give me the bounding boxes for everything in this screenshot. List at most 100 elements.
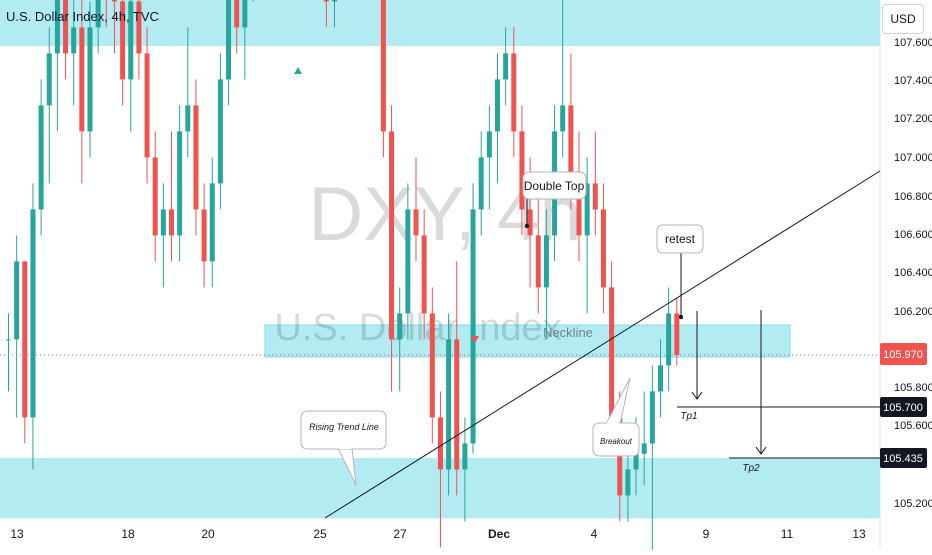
y-axis-tick-label: 105.800	[894, 382, 932, 394]
last-price-tag	[880, 343, 927, 365]
tp2-price-tag	[880, 448, 927, 468]
retest-dot	[678, 314, 684, 320]
candle-body	[641, 443, 647, 454]
candle-body	[560, 105, 566, 132]
candle-body	[511, 53, 517, 132]
candle-body	[658, 365, 663, 392]
y-axis-tick-label: 105.600	[894, 420, 932, 432]
candle-body	[234, 0, 240, 28]
candle-body	[63, 0, 69, 54]
y-axis-tick-label: 106.600	[894, 229, 932, 241]
candle-body	[71, 27, 77, 54]
y-axis-tick-label: 106.200	[894, 306, 932, 318]
candle-body	[201, 209, 207, 262]
tp1-arrow-head	[691, 391, 703, 400]
candle-body	[120, 1, 126, 80]
candle-body	[177, 131, 183, 236]
breakout-label: Breakout	[600, 437, 633, 446]
candle-body	[437, 417, 443, 470]
candle-body	[503, 53, 509, 80]
candle-body	[446, 339, 452, 470]
breakout-callout-tail	[605, 377, 631, 425]
x-axis-tick-label: 4	[591, 527, 598, 541]
x-axis-tick-label: 18	[121, 527, 135, 541]
y-axis-tick-label: 106.400	[894, 267, 932, 279]
candle-body	[429, 313, 435, 418]
y-axis-tick-label: 107.600	[894, 37, 932, 49]
candle-body	[478, 157, 484, 210]
neckline-label: Neckline	[543, 325, 593, 340]
candle-body	[87, 27, 93, 132]
x-axis-tick-label: 27	[393, 527, 407, 541]
candle-body	[600, 209, 606, 288]
candle-body	[625, 469, 631, 496]
double-top-label: Double Top	[524, 179, 585, 193]
rising-trend-line	[324, 170, 881, 519]
sell-marker	[471, 336, 479, 343]
x-axis-tick-label: 13	[852, 527, 866, 541]
candle-body	[242, 0, 248, 28]
candle-body	[217, 79, 223, 184]
candle-body	[495, 79, 500, 132]
y-axis-tick-label: 107.000	[894, 152, 932, 164]
x-axis-tick-label: Dec	[488, 527, 510, 541]
candle-body	[38, 105, 44, 210]
neckline-zone	[264, 324, 791, 358]
candle-body	[470, 209, 476, 444]
y-axis-tick-label: 107.200	[894, 113, 932, 125]
tp1-price-label: 105.700	[883, 402, 923, 414]
candle-body	[30, 209, 36, 418]
tp1-price-tag	[880, 397, 927, 417]
y-axis-tick-label: 107.400	[894, 75, 932, 87]
currency-button[interactable]: USD	[882, 4, 924, 34]
y-axis-tick-label: 105.200	[894, 498, 932, 510]
trend-line-label: Rising Trend Line	[309, 422, 379, 432]
candle-body	[609, 287, 615, 418]
candle-body	[519, 131, 525, 210]
y-axis-tick-label: 106.800	[894, 191, 932, 203]
last-price-label: 105.970	[883, 349, 923, 361]
candle-body	[185, 105, 191, 132]
candle-body	[674, 313, 680, 355]
tp2-price-label: 105.435	[883, 453, 923, 465]
candle-body	[79, 27, 85, 132]
candle-body	[649, 391, 655, 444]
candle-body	[462, 443, 468, 470]
retest-label: retest	[665, 232, 696, 246]
candle-body	[226, 0, 232, 80]
candle-body	[584, 183, 590, 236]
candle-body	[633, 453, 639, 470]
x-axis-tick-label: 11	[781, 527, 794, 541]
candle-body	[128, 1, 134, 80]
candle-body	[592, 183, 598, 210]
retest-box	[656, 224, 704, 254]
candle-body	[389, 131, 395, 340]
x-axis-tick-label: 9	[703, 527, 710, 541]
tp1-label: Tp1	[680, 411, 697, 422]
candle-body	[397, 313, 403, 340]
candle-body	[421, 235, 427, 314]
candle-body	[332, 0, 337, 2]
double-top-dot	[524, 223, 530, 229]
candle-body	[209, 183, 215, 262]
candle-body	[666, 313, 672, 366]
x-axis-tick-label: 20	[201, 527, 215, 541]
candle-body	[380, 0, 386, 132]
candle-body	[22, 261, 28, 418]
candle-body	[193, 105, 199, 210]
candle-body	[46, 53, 52, 106]
double-top-box	[522, 171, 587, 200]
chart-title: U.S. Dollar Index, 4h, TVC	[6, 9, 159, 24]
candle-body	[413, 209, 419, 236]
candle-body	[169, 209, 174, 236]
candle-body	[111, 0, 117, 2]
x-axis-tick-label: 13	[10, 527, 24, 541]
candle-body	[136, 1, 142, 54]
tp2-arrow-head	[755, 446, 767, 455]
candle-body	[6, 339, 11, 341]
candle-body	[568, 105, 574, 184]
x-axis-tick-label: 25	[313, 527, 327, 541]
candle-body	[454, 339, 460, 470]
